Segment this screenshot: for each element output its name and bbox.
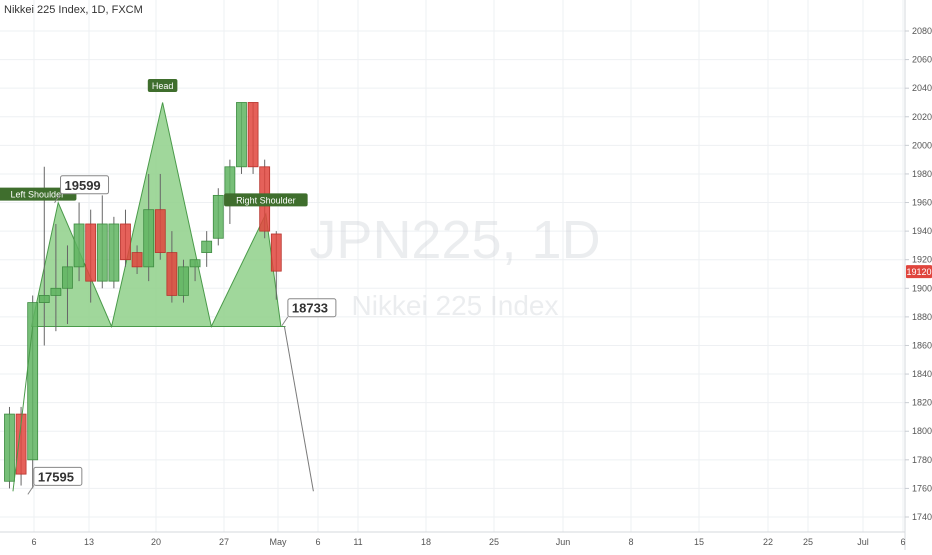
- candle-down: [247, 102, 259, 168]
- y-tick-label: 19600: [912, 198, 932, 208]
- y-tick-label: 20600: [912, 55, 932, 65]
- y-tick-label: 17600: [912, 483, 932, 493]
- candle-up: [27, 302, 39, 461]
- price-callout-text: 19599: [65, 178, 101, 193]
- price-callout-pointer: [27, 485, 35, 495]
- last-price-tag: 19120: [906, 265, 932, 279]
- candle-up: [178, 266, 189, 296]
- y-tick-label: 20200: [912, 112, 932, 122]
- watermark-symbol: JPN225, 1D: [309, 210, 600, 270]
- candle-up: [224, 166, 236, 196]
- pattern-label-background: [0, 187, 77, 201]
- candle-up: [201, 240, 213, 253]
- candle-up: [62, 266, 73, 289]
- y-tick-label: 18400: [912, 369, 932, 379]
- x-tick-label: 6: [31, 537, 36, 547]
- price-callout-text: 18733: [292, 301, 328, 316]
- x-tick-label: 13: [84, 537, 94, 547]
- candle-down: [85, 223, 97, 282]
- x-tick-label: Jun: [556, 537, 571, 547]
- price-callout-text: 17595: [38, 469, 74, 484]
- x-tick-label: 18: [421, 537, 431, 547]
- x-tick-label: 25: [803, 537, 813, 547]
- candle-down: [15, 413, 27, 475]
- pattern-label-background: [224, 193, 308, 207]
- pattern-label: Right Shoulder: [236, 195, 296, 205]
- price-callout-box: [60, 175, 110, 195]
- price-axis[interactable]: 17400 17600 17800 18000 18200 18400 18600 18800…: [905, 26, 932, 522]
- x-tick-label: Jul: [857, 537, 869, 547]
- watermark-name: Nikkei 225 Index: [351, 290, 558, 321]
- y-tick-label: 18000: [912, 426, 932, 436]
- x-tick-label: 15: [694, 537, 704, 547]
- trend-line: [12, 326, 34, 492]
- pattern-label: Left Shoulder: [11, 190, 65, 200]
- overlays: Left Shoulder Head Right Shoulder 19599 1873…: [0, 79, 337, 495]
- watermark: JPN225, 1D Nikkei 225 Index: [309, 210, 600, 321]
- y-tick-label: 17400: [912, 512, 932, 522]
- candle-up: [108, 223, 120, 282]
- candle-up: [4, 413, 15, 482]
- time-axis[interactable]: 6 13 20 27 May 6 11 18 25 Jun 8 15 22 25 Jul 6: [31, 537, 905, 547]
- y-tick-label: 20800: [912, 26, 932, 36]
- candle-down: [120, 223, 131, 261]
- x-tick-label: 11: [353, 537, 362, 547]
- candle-down: [166, 252, 178, 296]
- y-tick-label: 18600: [912, 340, 932, 350]
- pattern-label-background: [147, 79, 178, 93]
- y-tick-label: 19400: [912, 226, 932, 236]
- y-tick-label: 17800: [912, 455, 932, 465]
- x-tick-label: May: [269, 537, 287, 547]
- last-price-tag-background: [906, 265, 932, 279]
- candle-up: [236, 102, 247, 168]
- candle-up: [50, 287, 62, 296]
- candle-up: [73, 223, 85, 268]
- candle-up: [143, 209, 155, 268]
- candle-down: [154, 209, 166, 253]
- candle-down: [270, 233, 282, 272]
- y-tick-label: 19800: [912, 169, 932, 179]
- x-tick-label: 6: [315, 537, 320, 547]
- price-callout-box: [287, 298, 337, 318]
- y-tick-label: 20000: [912, 140, 932, 150]
- x-tick-label: 25: [489, 537, 499, 547]
- y-tick-label: 20400: [912, 83, 932, 93]
- y-tick-label: 19200: [912, 255, 932, 265]
- y-tick-label: 19000: [912, 283, 932, 293]
- price-callout-pointer: [281, 316, 289, 327]
- x-tick-label: 27: [219, 537, 229, 547]
- pattern-label: Head: [152, 81, 174, 91]
- x-tick-label: 6: [900, 537, 905, 547]
- y-tick-label: 18200: [912, 398, 932, 408]
- candle-up: [212, 194, 224, 239]
- chart-title: Nikkei 225 Index, 1D, FXCM: [4, 4, 143, 16]
- x-tick-label: 20: [151, 537, 161, 547]
- x-tick-label: 22: [763, 537, 773, 547]
- last-price-value: 19120: [906, 267, 931, 277]
- y-tick-label: 18800: [912, 312, 932, 322]
- price-callout-box: [33, 466, 83, 486]
- x-tick-label: 8: [628, 537, 633, 547]
- candle-up: [189, 259, 201, 268]
- candle-up: [38, 295, 50, 303]
- price-callout-pointer: [54, 193, 61, 204]
- target-projection-line: [283, 326, 314, 492]
- candle-up: [96, 223, 108, 282]
- candle-down: [131, 252, 143, 268]
